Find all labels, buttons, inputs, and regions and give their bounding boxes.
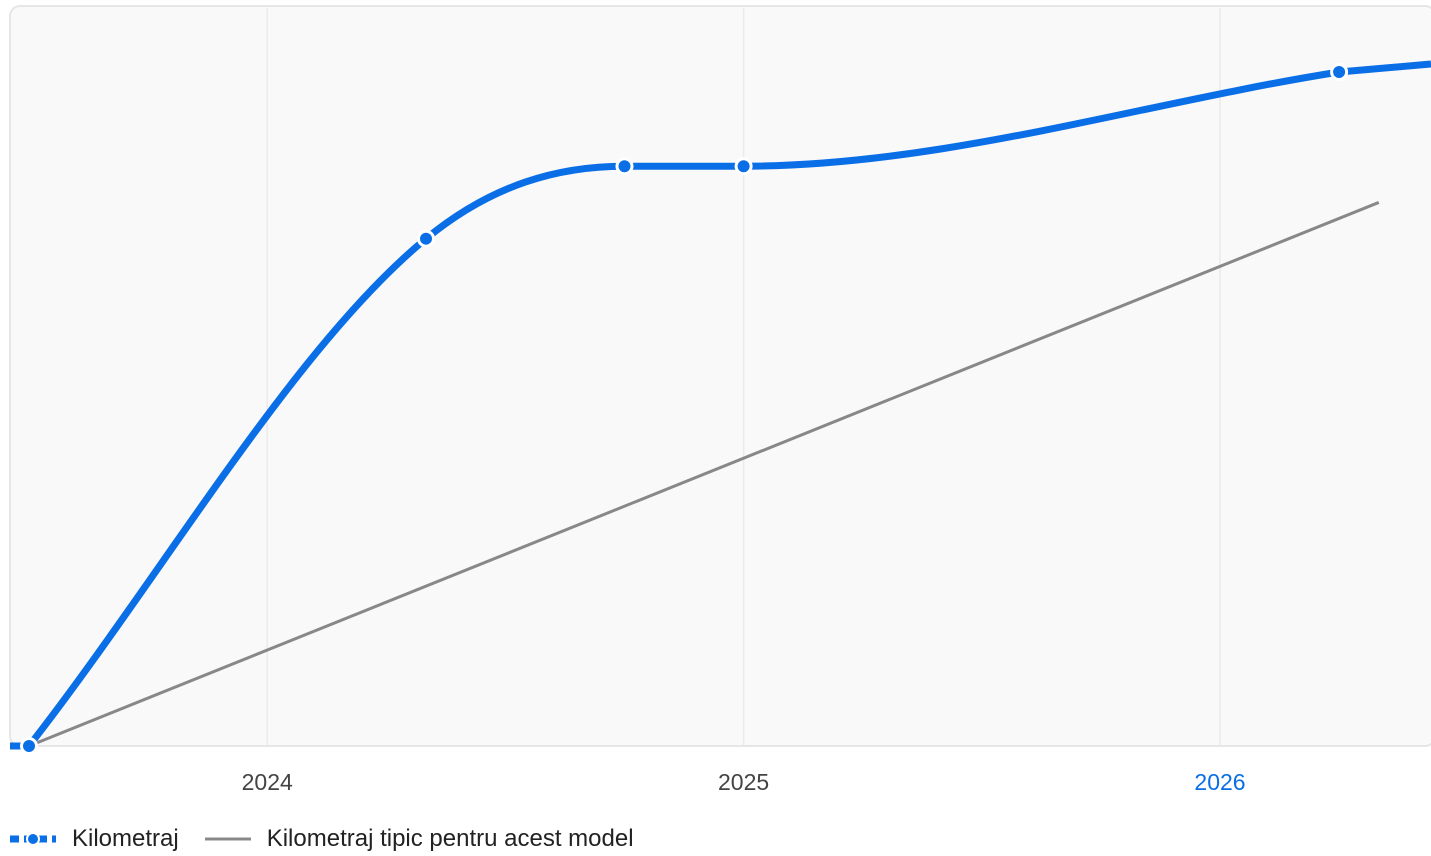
series-line-kilometraj (25, 68, 1343, 750)
legend-swatch-typical (204, 837, 251, 841)
data-point-kilometraj-2023-07[interactable] (20, 737, 38, 755)
plot-area (9, 5, 1431, 747)
legend: Kilometraj Kilometraj tipic pentru acest… (8, 822, 658, 856)
chart-svg: 2024 2025 2026 (9, 5, 1431, 795)
series-line-kilometraj-tail (1338, 60, 1431, 76)
series-line-typical (28, 201, 1380, 748)
legend-label-kilometraj: Kilometraj (72, 825, 179, 852)
data-point-kilometraj-2024-10[interactable] (615, 157, 634, 176)
legend-item-kilometraj[interactable]: Kilometraj (8, 825, 179, 853)
data-point-kilometraj-2025-01[interactable] (734, 157, 753, 176)
x-tick-label-2025: 2025 (718, 769, 769, 795)
x-tick-label-2024: 2024 (242, 769, 293, 795)
x-tick-label-2026: 2026 (1194, 769, 1245, 795)
data-point-kilometraj-2026-04[interactable] (1330, 63, 1349, 81)
grid-lines (266, 8, 1221, 745)
x-axis-ticks: 2024 2025 2026 (242, 769, 1246, 795)
series-layer (10, 60, 1431, 755)
legend-swatch-kilometraj (10, 832, 56, 846)
legend-item-typical[interactable]: Kilometraj tipic pentru acest model (203, 825, 634, 853)
legend-label-typical: Kilometraj tipic pentru acest model (266, 825, 634, 852)
data-point-kilometraj-2024-05[interactable] (417, 229, 435, 248)
